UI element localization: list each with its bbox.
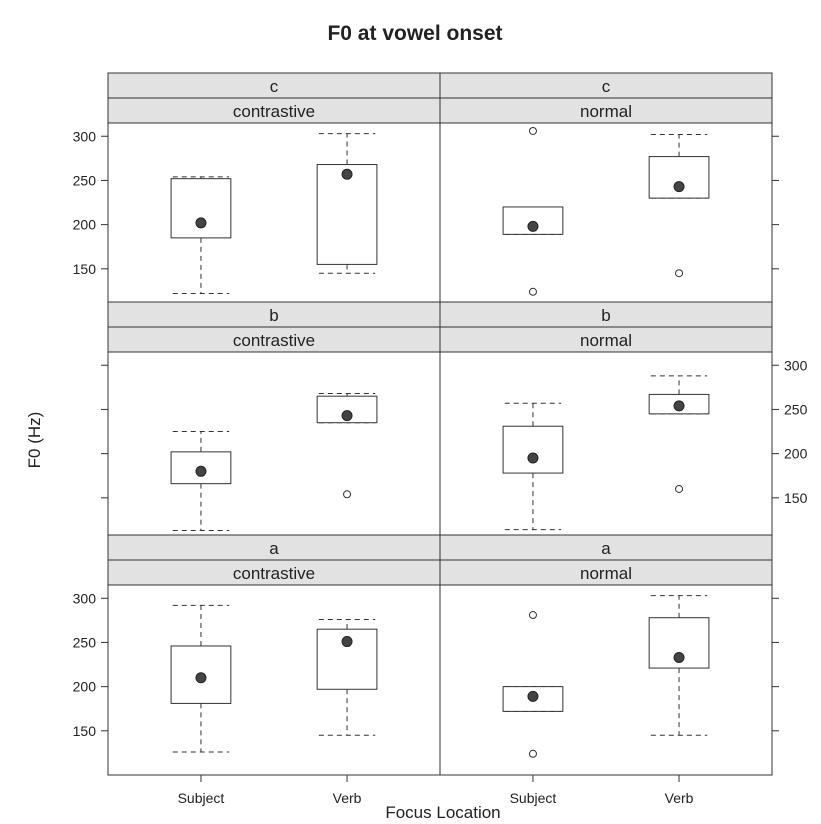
median-point — [195, 465, 207, 477]
strip-label-inner: contrastive — [233, 102, 315, 121]
y-tick-label: 150 — [73, 723, 97, 739]
x-tick-label: Verb — [665, 790, 694, 806]
outlier-point — [528, 287, 537, 296]
strip-label-outer: b — [269, 306, 278, 325]
strip-label-inner: contrastive — [233, 564, 315, 583]
y-tick-label: 250 — [73, 634, 97, 650]
median-point — [195, 672, 207, 684]
strip-label-outer: a — [269, 539, 279, 558]
strip-label-inner: normal — [580, 564, 632, 583]
outlier-point — [675, 484, 684, 493]
strip-inner-normal — [439, 326, 773, 353]
median-point — [673, 400, 685, 412]
strip-label-outer: c — [602, 77, 611, 96]
strip-inner-contrastive — [107, 97, 441, 124]
strip-outer-b — [107, 301, 441, 328]
y-tick-label: 150 — [784, 490, 808, 506]
median-point — [527, 452, 539, 464]
strip-label-outer: a — [601, 539, 611, 558]
x-axis-label: Focus Location — [385, 803, 500, 822]
median-point — [341, 636, 353, 648]
outlier-point — [528, 749, 537, 758]
strip-label-inner: contrastive — [233, 331, 315, 350]
y-tick-label: 300 — [73, 128, 97, 144]
panel-frame — [107, 122, 441, 314]
y-tick-label: 200 — [73, 217, 97, 233]
panel-frame — [439, 351, 773, 543]
panel-frame — [107, 351, 441, 543]
y-tick-label: 200 — [73, 679, 97, 695]
median-point — [673, 181, 685, 193]
median-point — [527, 220, 539, 232]
panels-group: c contrastive 150 200 250 300 c normal b contrast… — [73, 72, 808, 806]
panel-frame — [107, 584, 441, 776]
box — [648, 617, 710, 669]
x-tick-label: Subject — [510, 790, 557, 806]
strip-inner-contrastive — [107, 326, 441, 353]
y-tick-label: 150 — [73, 261, 97, 277]
median-point — [527, 690, 539, 702]
y-tick-label: 200 — [784, 446, 808, 462]
median-point — [341, 168, 353, 180]
box — [502, 425, 564, 474]
strip-label-outer: b — [601, 306, 610, 325]
x-tick-label: Verb — [333, 790, 362, 806]
y-tick-label: 250 — [784, 401, 808, 417]
strip-label-outer: c — [270, 77, 279, 96]
strip-outer-a — [439, 534, 773, 561]
y-axis-label: F0 (Hz) — [25, 412, 44, 469]
strip-outer-c — [107, 72, 441, 99]
box — [170, 178, 232, 239]
panel-frame — [439, 584, 773, 776]
strip-inner-normal — [439, 97, 773, 124]
strip-label-inner: normal — [580, 102, 632, 121]
y-tick-label: 250 — [73, 172, 97, 188]
y-tick-label: 300 — [784, 357, 808, 373]
x-tick-label: Subject — [178, 790, 225, 806]
y-tick-label: 300 — [73, 590, 97, 606]
strip-outer-c — [439, 72, 773, 99]
box — [316, 164, 378, 265]
outlier-point — [675, 269, 684, 278]
outlier-point — [343, 490, 352, 499]
panel-frame — [439, 122, 773, 314]
median-point — [673, 651, 685, 663]
strip-outer-b — [439, 301, 773, 328]
median-point — [341, 410, 353, 422]
outlier-point — [528, 611, 537, 620]
median-point — [195, 217, 207, 229]
outlier-point — [528, 126, 537, 135]
chart-title: F0 at vowel onset — [327, 22, 502, 45]
strip-label-inner: normal — [580, 331, 632, 350]
